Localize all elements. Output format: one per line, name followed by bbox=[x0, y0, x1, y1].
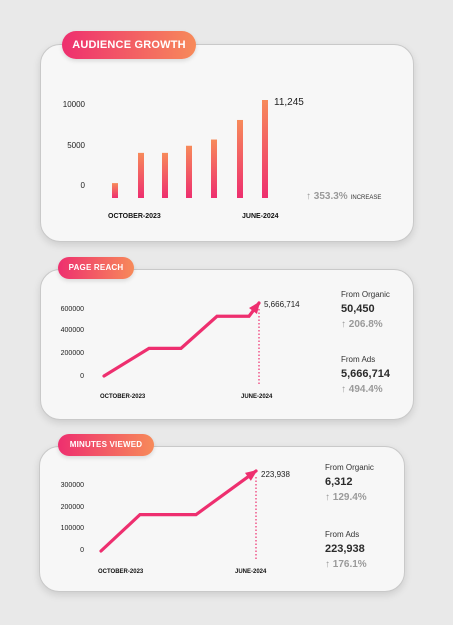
bar bbox=[211, 139, 217, 198]
y-tick-label: 600000 bbox=[61, 306, 84, 313]
audience-increase-label: INCREASE bbox=[350, 195, 382, 201]
series-arrowhead bbox=[244, 469, 258, 481]
audience-increase-percent: ↑ 353.3% bbox=[306, 191, 348, 202]
minutes-organic-change: ↑ 129.4% bbox=[325, 492, 367, 503]
y-tick-label: 300000 bbox=[61, 482, 84, 489]
x-tick-label: OCTOBER-2023 bbox=[98, 569, 144, 575]
minutes-organic-value: 6,312 bbox=[325, 476, 353, 488]
audience-growth-title: AUDIENCE GROWTH bbox=[62, 31, 196, 59]
reach-organic-label: From Organic bbox=[341, 290, 390, 299]
bar bbox=[112, 183, 118, 198]
audience-growth-chart: 10000 5000 0 11,245 OCTOBER-2023 JUNE-2024 bbox=[63, 97, 305, 220]
bar bbox=[237, 119, 243, 198]
y-tick-label: 100000 bbox=[61, 525, 84, 532]
x-tick-label: JUNE-2024 bbox=[242, 213, 279, 220]
bar bbox=[262, 100, 268, 198]
minutes-ads-value: 223,938 bbox=[325, 543, 365, 555]
y-tick-label: 0 bbox=[81, 181, 86, 190]
reach-organic-change: ↑ 206.8% bbox=[341, 319, 383, 330]
bar bbox=[186, 145, 192, 198]
y-tick-label: 400000 bbox=[61, 327, 84, 334]
bar-value-label: 11,245 bbox=[274, 97, 304, 108]
minutes-viewed-card bbox=[39, 446, 405, 592]
page-reach-title: PAGE REACH bbox=[58, 257, 134, 279]
end-value-label: 5,666,714 bbox=[264, 300, 300, 309]
bar bbox=[162, 152, 168, 198]
x-tick-label: JUNE-2024 bbox=[235, 569, 267, 575]
minutes-viewed-title: MINUTES VIEWED bbox=[58, 434, 154, 456]
reach-ads-change: ↑ 494.4% bbox=[341, 384, 383, 395]
audience-growth-card bbox=[40, 44, 414, 242]
reach-organic-value: 50,450 bbox=[341, 303, 375, 315]
x-tick-label: JUNE-2024 bbox=[241, 394, 273, 400]
y-tick-label: 200000 bbox=[61, 504, 84, 511]
page-reach-chart: 600000 400000 200000 0 5,666,714 OCTOBER-2023… bbox=[61, 299, 312, 400]
bar bbox=[138, 152, 144, 198]
x-tick-label: OCTOBER-2023 bbox=[100, 394, 146, 400]
minutes-organic-label: From Organic bbox=[325, 463, 374, 472]
y-tick-label: 5000 bbox=[67, 141, 85, 150]
y-tick-label: 0 bbox=[80, 547, 84, 554]
reach-ads-value: 5,666,714 bbox=[341, 368, 390, 380]
minutes-viewed-chart: 300000 200000 100000 0 223,938 OCTOBER-2023 JU… bbox=[61, 469, 296, 575]
minutes-ads-label: From Ads bbox=[325, 530, 360, 539]
series-arrowhead bbox=[248, 301, 261, 314]
minutes-ads-change: ↑ 176.1% bbox=[325, 559, 367, 570]
y-tick-label: 0 bbox=[80, 373, 84, 380]
series-line bbox=[102, 301, 261, 378]
series-line bbox=[99, 469, 258, 553]
audience-increase: ↑ 353.3% INCREASE bbox=[306, 186, 381, 204]
y-tick-label: 200000 bbox=[61, 350, 84, 357]
page-reach-card bbox=[40, 269, 414, 420]
reach-ads-label: From Ads bbox=[341, 355, 376, 364]
end-value-label: 223,938 bbox=[261, 470, 290, 479]
y-tick-label: 10000 bbox=[63, 100, 86, 109]
x-tick-label: OCTOBER-2023 bbox=[108, 213, 161, 220]
